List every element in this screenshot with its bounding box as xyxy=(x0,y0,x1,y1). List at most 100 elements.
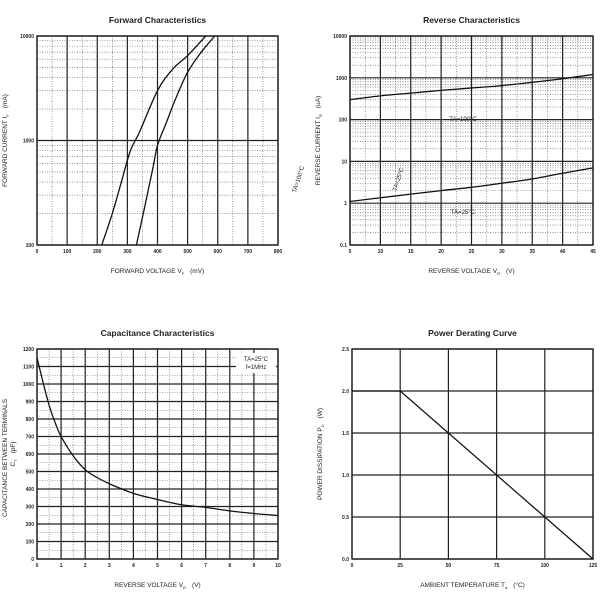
plot-frame xyxy=(349,35,594,246)
x-tick-label: 10 xyxy=(378,249,384,255)
chart-3: 0 1 2 3 4 5 6 7 8 9 100100200300400500600700800900… xyxy=(2,328,281,590)
plot-frame xyxy=(36,348,279,560)
y-tick-label: 0.0 xyxy=(342,557,349,563)
x-tick-label: 30 xyxy=(499,249,505,255)
x-tick-label: 200 xyxy=(93,249,102,255)
x-tick-label: 125 xyxy=(589,563,598,569)
y-tick-label: 10000 xyxy=(20,34,34,40)
chart-title: Capacitance Characteristics xyxy=(101,328,215,338)
chart-title: Reverse Characteristics xyxy=(423,15,520,25)
y-axis-label-unit: (pF) xyxy=(10,441,17,453)
y-tick-label: 0.1 xyxy=(340,243,347,249)
series-label: TA=100°C xyxy=(449,117,477,123)
x-tick-label: 15 xyxy=(408,249,414,255)
annotation-box xyxy=(236,353,276,373)
x-tick-label: 75 xyxy=(494,563,500,569)
y-tick-label: 100 xyxy=(26,243,35,249)
x-axis-label: AMBIENT TEMPERATURE Ta (°C) xyxy=(420,581,525,590)
x-tick-label: 35 xyxy=(529,249,535,255)
y-axis-label-sub: F xyxy=(5,114,10,117)
y-tick-label: 10000 xyxy=(333,34,347,40)
y-tick-label: 300 xyxy=(26,505,35,511)
x-axis-label-unit: (V) xyxy=(506,268,515,275)
x-tick-label: 1 xyxy=(60,563,63,569)
x-tick-label: 0 xyxy=(351,563,354,569)
x-axis-label: FORWARD VOLTAGE VF (mV) xyxy=(111,268,204,276)
x-tick-label: 100 xyxy=(541,563,550,569)
x-axis-label-text: REVERSE VOLTAGE V xyxy=(114,582,183,589)
y-axis-label-text: REVERSE CURRENT I xyxy=(315,117,322,185)
x-tick-label: 25 xyxy=(397,563,403,569)
y-tick-label: 500 xyxy=(26,470,35,476)
y-axis-label: REVERSE CURRENT IR (uA) xyxy=(315,96,323,185)
y-axis-label: FORWARD CURRENT IF (mA) xyxy=(2,94,10,187)
y-tick-label: 1 xyxy=(344,201,347,207)
chart-1: 0 100 200 300 400 500 600 700 800100100010000TA=… xyxy=(2,15,406,276)
x-axis-label-unit: (V) xyxy=(192,582,201,589)
x-tick-label: 9 xyxy=(253,563,256,569)
y-axis-label: POWER DISSIPATION PD (W) xyxy=(317,408,325,500)
x-tick-label: 5 xyxy=(156,563,159,569)
y-axis-label-text: CAPACITANCE BETWEEN TERMINALS xyxy=(2,398,9,517)
y-axis-label-text: POWER DISSIPATION P xyxy=(317,427,324,500)
x-axis-label-text: REVERSE VOLTAGE V xyxy=(428,268,497,275)
x-tick-label: 45 xyxy=(590,249,596,255)
y-tick-label: 2.5 xyxy=(342,347,349,353)
y-axis-label-sub: D xyxy=(320,424,325,427)
y-tick-label: 600 xyxy=(26,452,35,458)
x-tick-label: 20 xyxy=(438,249,444,255)
x-tick-label: 4 xyxy=(132,563,135,569)
x-tick-label: 500 xyxy=(183,249,192,255)
y-tick-label: 900 xyxy=(26,400,35,406)
x-tick-label: 2 xyxy=(84,563,87,569)
y-tick-label: 1200 xyxy=(23,347,34,353)
x-tick-label: 8 xyxy=(228,563,231,569)
plot-frame xyxy=(351,348,594,560)
y-tick-label: 800 xyxy=(26,417,35,423)
x-axis-label-sub: R xyxy=(183,585,186,590)
y-axis-label-line2: CT (pF) xyxy=(10,441,18,466)
chart-title: Power Derating Curve xyxy=(428,328,517,338)
series-label: TA=25°C xyxy=(392,167,405,192)
chart-4: 0 25 50 75 100 125 0.0 0.5 1.0 1.5 2.0 2.5 Power Der… xyxy=(317,328,597,590)
x-axis-label-unit: (°C) xyxy=(513,581,525,589)
y-tick-label: 10 xyxy=(341,159,347,165)
y-tick-label: 400 xyxy=(26,487,35,493)
y-tick-label: 100 xyxy=(26,540,35,546)
y-tick-label: 1000 xyxy=(23,139,34,145)
x-axis-label: REVERSE VOLTAGE VR (V) xyxy=(114,582,200,590)
x-axis-label-text: FORWARD VOLTAGE V xyxy=(111,268,183,275)
y-tick-label: 200 xyxy=(26,522,35,528)
x-axis-label-sub: R xyxy=(497,271,500,276)
x-tick-label: 700 xyxy=(244,249,253,255)
y-tick-label: 0 xyxy=(31,557,34,563)
series-label: TA=100°C xyxy=(292,165,306,194)
x-axis-label-sub: F xyxy=(182,271,185,276)
y-axis-label: CAPACITANCE BETWEEN TERMINALS xyxy=(2,398,9,517)
y-axis-label-unit: (mA) xyxy=(2,94,9,108)
x-tick-label: 400 xyxy=(153,249,162,255)
y-axis-label-symbol: C xyxy=(10,462,17,467)
series-line-2 xyxy=(135,35,216,246)
series-line-1 xyxy=(36,357,279,517)
x-tick-label: 3 xyxy=(108,563,111,569)
y-tick-label: 1.0 xyxy=(342,473,349,479)
annotation-text: f=1MHz xyxy=(246,365,267,371)
series-label: TA=25°C xyxy=(451,210,476,216)
annotation-text: TA=25°C xyxy=(244,357,269,363)
y-tick-label: 100 xyxy=(339,118,348,124)
x-tick-label: 10 xyxy=(275,563,281,569)
y-tick-label: 1100 xyxy=(23,365,34,371)
chart-2: 5 10 15 20 25 30 35 40 45 0.1 1 10 100 1000 10000 TA=10… xyxy=(315,15,596,276)
y-axis-label-sub: R xyxy=(318,114,323,117)
plot-frame xyxy=(36,35,279,246)
x-tick-label: 0 xyxy=(36,563,39,569)
x-tick-label: 5 xyxy=(349,249,352,255)
x-axis-label: REVERSE VOLTAGE VR (V) xyxy=(428,268,514,276)
y-axis-label-unit: (uA) xyxy=(315,96,322,108)
x-tick-label: 800 xyxy=(274,249,283,255)
series-line-1 xyxy=(352,390,594,560)
x-tick-label: 25 xyxy=(469,249,475,255)
y-axis-label-text: FORWARD CURRENT I xyxy=(2,116,9,186)
